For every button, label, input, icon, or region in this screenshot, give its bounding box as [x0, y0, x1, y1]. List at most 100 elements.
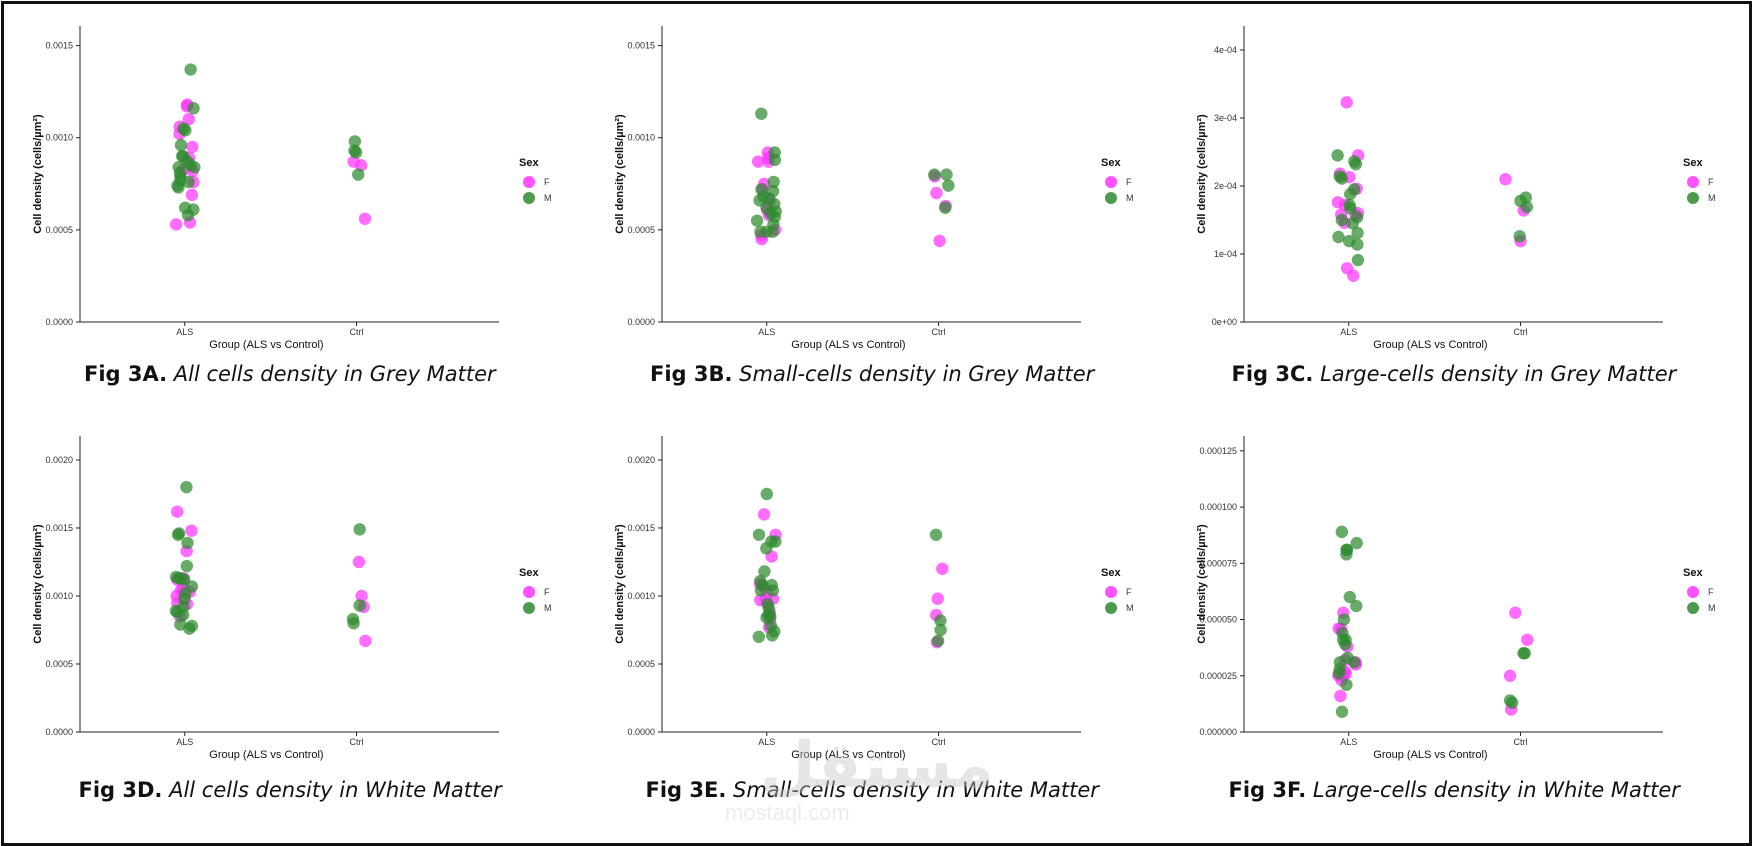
- legend-label-m: M: [1708, 193, 1716, 203]
- y-axis-label: Cell density (cells/µm²): [32, 524, 44, 644]
- legend-label-f: F: [1708, 587, 1714, 597]
- x-tick-label: Ctrl: [350, 737, 364, 747]
- data-point-m: [1343, 590, 1356, 604]
- data-point-m: [1519, 191, 1532, 204]
- x-axis-label: Group (ALS vs Control): [209, 749, 323, 761]
- legend-swatch-f: [1687, 176, 1699, 188]
- data-point-m: [752, 630, 765, 643]
- data-point-f: [182, 113, 195, 126]
- legend-swatch-f: [1687, 586, 1699, 598]
- legend-label-m: M: [1126, 603, 1134, 613]
- data-point-f: [352, 555, 366, 569]
- data-point-f: [931, 592, 944, 605]
- data-point-m: [172, 527, 186, 540]
- y-axis-label: Cell density (cells/µm²): [1196, 114, 1208, 234]
- caption-text: All cells density in Grey Matter: [167, 362, 496, 386]
- data-point-m: [348, 135, 362, 148]
- data-point-m: [769, 535, 782, 548]
- legend-swatch-f: [1105, 586, 1117, 598]
- data-point-m: [940, 168, 953, 181]
- x-tick-label: Ctrl: [932, 737, 946, 747]
- x-tick-label: ALS: [1340, 327, 1357, 337]
- y-tick-label: 0.0000: [627, 727, 655, 737]
- data-point-m: [187, 203, 200, 216]
- data-point-f: [186, 140, 199, 154]
- y-tick-label: 0.0000: [45, 727, 73, 737]
- y-tick-label: 0.0015: [45, 523, 73, 533]
- y-tick-label: 0.0010: [627, 133, 655, 143]
- data-point-f: [757, 508, 771, 521]
- caption-label: Fig 3D.: [78, 778, 163, 802]
- data-point-f: [1331, 196, 1345, 209]
- data-point-m: [758, 565, 771, 578]
- data-point-m: [1335, 525, 1349, 539]
- data-point-m: [1337, 613, 1351, 626]
- data-point-m: [181, 536, 194, 550]
- legend-label-m: M: [544, 193, 552, 203]
- chart-f: 0.000000 0.000025 0.000050 0.000075 0.000100…: [1196, 436, 1716, 761]
- y-tick-label: 0.0010: [45, 133, 73, 143]
- y-tick-label: 0.0020: [627, 455, 655, 465]
- caption-label: Fig 3C.: [1231, 362, 1314, 386]
- y-tick-label: 0.0010: [627, 591, 655, 601]
- data-point-m: [1505, 696, 1519, 709]
- data-point-m: [1338, 638, 1352, 651]
- data-point-f: [1340, 96, 1353, 109]
- data-point-m: [1350, 599, 1363, 613]
- data-point-m: [934, 623, 947, 637]
- data-point-m: [1349, 158, 1363, 171]
- caption-text: Small-cells density in Grey Matter: [732, 362, 1095, 386]
- x-axis-label: Group (ALS vs Control): [791, 339, 905, 351]
- legend-label-f: F: [544, 177, 550, 187]
- legend-swatch-m: [1105, 602, 1117, 614]
- y-tick-label: 0.0005: [45, 659, 73, 669]
- data-point-f: [933, 234, 946, 248]
- data-point-f: [169, 218, 183, 231]
- x-axis-label: Group (ALS vs Control): [209, 339, 323, 351]
- data-point-f: [358, 212, 372, 226]
- legend-swatch-f: [523, 176, 535, 188]
- data-point-m: [1351, 226, 1364, 240]
- data-point-m: [1332, 230, 1345, 244]
- y-tick-label: 0.000100: [1199, 502, 1237, 512]
- y-axis-label: Cell density (cells/µm²): [1196, 524, 1208, 644]
- y-tick-label: 0.0015: [45, 41, 73, 51]
- data-point-m: [1344, 187, 1357, 201]
- chart-b: 0.0000 0.0005 0.0010 0.0015 ALS Ctrl Group (AL…: [614, 26, 1134, 351]
- data-point-m: [760, 487, 773, 501]
- data-point-m: [176, 608, 190, 622]
- legend-swatch-m: [523, 602, 535, 614]
- caption-label: Fig 3B.: [650, 362, 733, 386]
- data-point-m: [349, 146, 363, 159]
- data-point-f: [355, 589, 368, 603]
- figure-caption-a: Fig 3A. All cells density in Grey Matter: [84, 362, 496, 386]
- legend-title: Sex: [1683, 157, 1703, 169]
- data-point-f: [359, 634, 372, 648]
- y-tick-label: 1e-04: [1214, 249, 1237, 259]
- x-tick-label: ALS: [176, 737, 193, 747]
- data-point-m: [1347, 656, 1361, 669]
- y-tick-label: 0.000000: [1199, 727, 1237, 737]
- legend-label-m: M: [1126, 193, 1134, 203]
- y-tick-label: 0.0005: [627, 659, 655, 669]
- caption-text: All cells density in White Matter: [162, 778, 502, 802]
- data-point-m: [179, 124, 192, 137]
- watermark-subtext: mostaql.com: [725, 800, 850, 825]
- chart-d: 0.0000 0.0005 0.0010 0.0015 0.0020 ALS Ctrl Gro…: [32, 436, 552, 761]
- data-point-f: [930, 186, 943, 200]
- legend-swatch-m: [1687, 602, 1699, 614]
- data-point-f: [936, 562, 949, 575]
- data-point-m: [1517, 647, 1530, 660]
- data-point-m: [180, 480, 193, 494]
- data-point-m: [1335, 172, 1349, 185]
- data-point-m: [1343, 198, 1356, 212]
- data-point-m: [1513, 230, 1526, 243]
- data-point-m: [180, 559, 194, 573]
- x-tick-label: Ctrl: [350, 327, 364, 337]
- x-tick-label: ALS: [176, 327, 193, 337]
- legend-swatch-f: [523, 586, 535, 598]
- data-point-m: [172, 181, 185, 194]
- legend-swatch-m: [1687, 192, 1699, 204]
- data-point-m: [939, 201, 952, 214]
